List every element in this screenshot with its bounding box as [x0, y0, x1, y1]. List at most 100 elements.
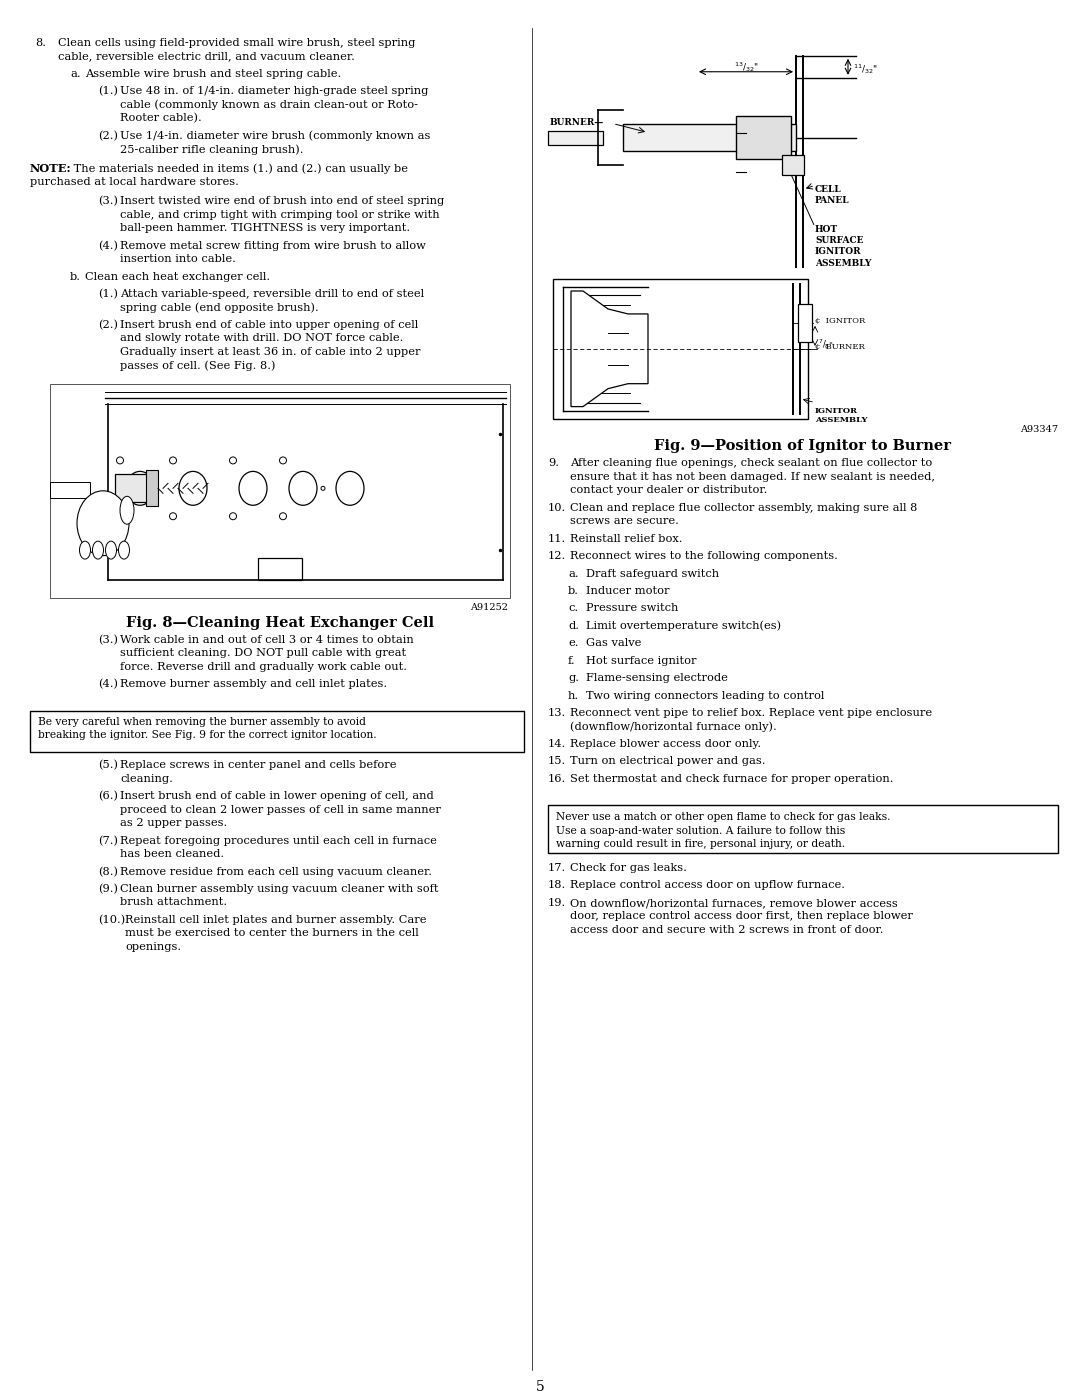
Text: 14.: 14.: [548, 739, 566, 749]
Text: Clean and replace flue collector assembly, making sure all 8: Clean and replace flue collector assembl…: [570, 503, 917, 513]
Text: After cleaning flue openings, check sealant on flue collector to: After cleaning flue openings, check seal…: [570, 458, 932, 468]
Text: A93347: A93347: [1020, 425, 1058, 433]
Text: door, replace control access door first, then replace blower: door, replace control access door first,…: [570, 911, 913, 922]
Bar: [50, 384, 510, 598]
Text: On downflow/horizontal furnaces, remove blower access: On downflow/horizontal furnaces, remove …: [570, 898, 897, 908]
Text: insertion into cable.: insertion into cable.: [120, 254, 235, 264]
Bar: [548, 130, 603, 144]
Text: Be very careful when removing the burner assembly to avoid: Be very careful when removing the burner…: [38, 717, 366, 726]
Text: 12.: 12.: [548, 550, 566, 562]
Text: The materials needed in items (1.) and (2.) can usually be: The materials needed in items (1.) and (…: [70, 163, 408, 175]
Text: (1.): (1.): [98, 87, 118, 96]
Text: Gas valve: Gas valve: [586, 638, 642, 648]
Text: a.: a.: [568, 569, 579, 578]
Text: as 2 upper passes.: as 2 upper passes.: [120, 819, 227, 828]
Text: ¢  BURNER: ¢ BURNER: [815, 342, 865, 351]
Text: 13.: 13.: [548, 708, 566, 718]
Text: breaking the ignitor. See Fig. 9 for the correct ignitor location.: breaking the ignitor. See Fig. 9 for the…: [38, 731, 377, 740]
Text: Fig. 8—Cleaning Heat Exchanger Cell: Fig. 8—Cleaning Heat Exchanger Cell: [126, 616, 434, 630]
Bar: [735, 116, 791, 159]
Text: Remove burner assembly and cell inlet plates.: Remove burner assembly and cell inlet pl…: [120, 679, 387, 689]
Text: Use 48 in. of 1/4-in. diameter high-grade steel spring: Use 48 in. of 1/4-in. diameter high-grad…: [120, 87, 429, 96]
Text: brush attachment.: brush attachment.: [120, 897, 227, 908]
Text: a.: a.: [70, 68, 81, 78]
Text: sufficient cleaning. DO NOT pull cable with great: sufficient cleaning. DO NOT pull cable w…: [120, 648, 406, 658]
Ellipse shape: [106, 541, 117, 559]
Text: (10.): (10.): [98, 915, 125, 925]
Text: Repeat foregoing procedures until each cell in furnace: Repeat foregoing procedures until each c…: [120, 835, 437, 845]
Text: $^{13}/_{32}$": $^{13}/_{32}$": [733, 60, 758, 74]
Text: warning could result in fire, personal injury, or death.: warning could result in fire, personal i…: [556, 840, 846, 849]
Bar: [623, 123, 796, 151]
Text: CELL
PANEL: CELL PANEL: [815, 186, 850, 205]
Text: Pressure switch: Pressure switch: [586, 604, 678, 613]
Text: 8.: 8.: [35, 38, 46, 47]
Text: Use 1/4-in. diameter wire brush (commonly known as: Use 1/4-in. diameter wire brush (commonl…: [120, 130, 430, 141]
Ellipse shape: [93, 541, 104, 559]
Bar: [258, 557, 302, 580]
Text: Turn on electrical power and gas.: Turn on electrical power and gas.: [570, 756, 766, 767]
Text: Clean each heat exchanger cell.: Clean each heat exchanger cell.: [85, 271, 270, 282]
Text: force. Reverse drill and gradually work cable out.: force. Reverse drill and gradually work …: [120, 662, 407, 672]
Text: Inducer motor: Inducer motor: [586, 585, 670, 597]
Bar: [548, 805, 1058, 854]
Text: Hot surface ignitor: Hot surface ignitor: [586, 655, 697, 666]
Text: Check for gas leaks.: Check for gas leaks.: [570, 863, 687, 873]
Text: 19.: 19.: [548, 898, 566, 908]
Text: BURNER—: BURNER—: [550, 117, 604, 127]
Text: 17.: 17.: [548, 863, 566, 873]
Text: Assemble wire brush and steel spring cable.: Assemble wire brush and steel spring cab…: [85, 68, 341, 78]
Text: (9.): (9.): [98, 884, 118, 894]
Text: NOTE:: NOTE:: [30, 163, 71, 175]
Text: 15.: 15.: [548, 756, 566, 767]
Text: Remove residue from each cell using vacuum cleaner.: Remove residue from each cell using vacu…: [120, 866, 432, 876]
Text: Clean cells using field-provided small wire brush, steel spring: Clean cells using field-provided small w…: [58, 38, 416, 47]
Text: (4.): (4.): [98, 679, 118, 690]
Text: e.: e.: [568, 638, 579, 648]
Text: Reinstall relief box.: Reinstall relief box.: [570, 534, 683, 543]
Text: spring cable (end opposite brush).: spring cable (end opposite brush).: [120, 303, 319, 313]
Text: Never use a match or other open flame to check for gas leaks.: Never use a match or other open flame to…: [556, 812, 891, 823]
Text: Clean burner assembly using vacuum cleaner with soft: Clean burner assembly using vacuum clean…: [120, 884, 438, 894]
Text: contact your dealer or distributor.: contact your dealer or distributor.: [570, 485, 768, 496]
Text: (5.): (5.): [98, 760, 118, 771]
Text: $^7/_8$": $^7/_8$": [818, 337, 834, 351]
Text: Flame-sensing electrode: Flame-sensing electrode: [586, 673, 728, 683]
Text: purchased at local hardware stores.: purchased at local hardware stores.: [30, 177, 239, 187]
Ellipse shape: [80, 541, 91, 559]
Text: Replace blower access door only.: Replace blower access door only.: [570, 739, 761, 749]
Text: IGNITOR
ASSEMBLY: IGNITOR ASSEMBLY: [815, 407, 867, 425]
Text: ball-peen hammer. TIGHTNESS is very important.: ball-peen hammer. TIGHTNESS is very impo…: [120, 224, 410, 233]
Text: ensure that it has not been damaged. If new sealant is needed,: ensure that it has not been damaged. If …: [570, 472, 935, 482]
Bar: [553, 279, 808, 419]
Text: Rooter cable).: Rooter cable).: [120, 113, 202, 123]
Text: 5: 5: [536, 1380, 544, 1394]
Text: f.: f.: [568, 655, 576, 666]
Text: Reconnect vent pipe to relief box. Replace vent pipe enclosure: Reconnect vent pipe to relief box. Repla…: [570, 708, 932, 718]
Text: access door and secure with 2 screws in front of door.: access door and secure with 2 screws in …: [570, 925, 883, 935]
Text: Insert brush end of cable in lower opening of cell, and: Insert brush end of cable in lower openi…: [120, 791, 434, 802]
Text: openings.: openings.: [125, 942, 181, 951]
Text: Reconnect wires to the following components.: Reconnect wires to the following compone…: [570, 550, 838, 562]
Bar: [798, 305, 812, 342]
Text: Insert twisted wire end of brush into end of steel spring: Insert twisted wire end of brush into en…: [120, 197, 444, 207]
Text: Set thermostat and check furnace for proper operation.: Set thermostat and check furnace for pro…: [570, 774, 893, 784]
Text: b.: b.: [568, 585, 579, 597]
Text: 11.: 11.: [548, 534, 566, 543]
Ellipse shape: [119, 541, 130, 559]
Text: (2.): (2.): [98, 130, 118, 141]
Text: (8.): (8.): [98, 866, 118, 877]
Text: Attach variable-speed, reversible drill to end of steel: Attach variable-speed, reversible drill …: [120, 289, 424, 299]
Polygon shape: [571, 291, 648, 407]
Text: 9.: 9.: [548, 458, 559, 468]
Text: ¢  IGNITOR: ¢ IGNITOR: [815, 317, 865, 326]
Text: Work cable in and out of cell 3 or 4 times to obtain: Work cable in and out of cell 3 or 4 tim…: [120, 634, 414, 645]
Text: (6.): (6.): [98, 791, 118, 802]
Text: c.: c.: [568, 604, 578, 613]
Text: 25-caliber rifle cleaning brush).: 25-caliber rifle cleaning brush).: [120, 144, 303, 155]
Text: Use a soap-and-water solution. A failure to follow this: Use a soap-and-water solution. A failure…: [556, 826, 846, 835]
Text: 16.: 16.: [548, 774, 566, 784]
Text: Two wiring connectors leading to control: Two wiring connectors leading to control: [586, 690, 824, 701]
Text: Replace control access door on upflow furnace.: Replace control access door on upflow fu…: [570, 880, 845, 890]
Text: Fig. 9—Position of Ignitor to Burner: Fig. 9—Position of Ignitor to Burner: [654, 439, 951, 453]
